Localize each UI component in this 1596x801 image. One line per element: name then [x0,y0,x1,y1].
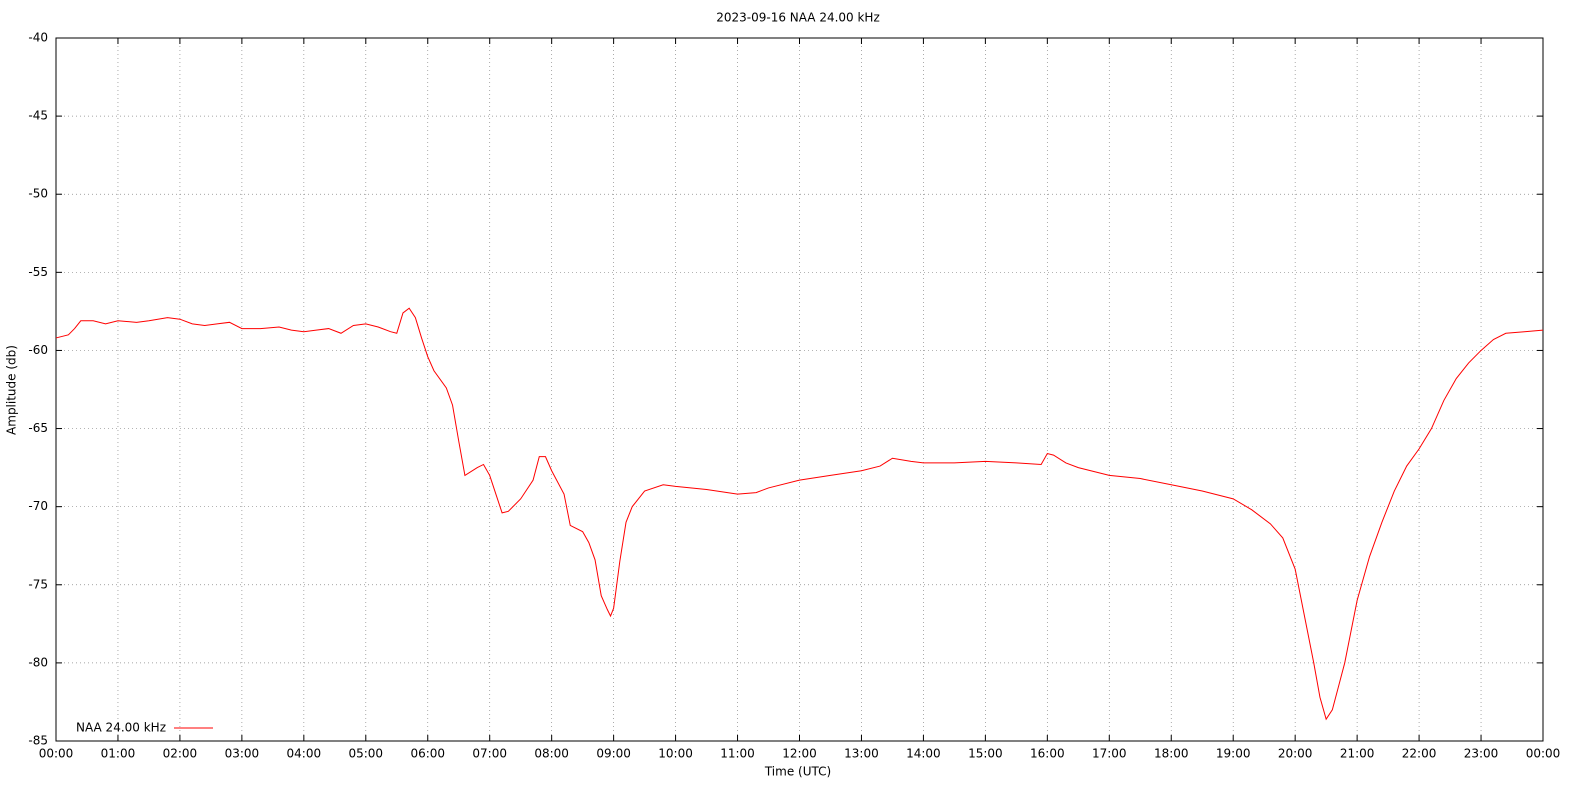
x-tick-label: 14:00 [906,747,941,761]
x-tick-label: 02:00 [163,747,198,761]
y-tick-label: -40 [28,31,48,45]
x-tick-label: 23:00 [1464,747,1499,761]
x-axis-label: Time (UTC) [764,765,831,779]
y-tick-label: -45 [28,109,48,123]
x-tick-label: 09:00 [596,747,631,761]
x-tick-label: 13:00 [844,747,879,761]
x-tick-label: 05:00 [348,747,383,761]
y-tick-label: -70 [28,499,48,513]
y-tick-label: -60 [28,343,48,357]
x-tick-label: 12:00 [782,747,817,761]
x-tick-label: 03:00 [225,747,260,761]
y-tick-label: -55 [28,265,48,279]
y-tick-label: -85 [28,734,48,748]
x-tick-label: 17:00 [1092,747,1127,761]
data-line [55,307,1544,721]
x-tick-label: 20:00 [1278,747,1313,761]
x-tick-label: 04:00 [287,747,322,761]
legend-label: NAA 24.00 kHz [76,721,166,735]
y-tick-label: -80 [28,655,48,669]
plot-frame [55,37,1544,742]
x-tick-label: 00:00 [1526,747,1561,761]
y-tick-label: -50 [28,187,48,201]
x-tick-label: 19:00 [1216,747,1251,761]
y-tick-label: -65 [28,421,48,435]
chart-title: 2023-09-16 NAA 24.00 kHz [716,11,880,25]
x-tick-label: 00:00 [39,747,74,761]
y-tick-label: -75 [28,577,48,591]
x-tick-label: 06:00 [410,747,445,761]
x-tick-label: 21:00 [1340,747,1375,761]
y-axis-label: Amplitude (db) [5,345,19,435]
x-tick-label: 11:00 [720,747,755,761]
x-tick-label: 07:00 [472,747,507,761]
x-tick-label: 01:00 [101,747,136,761]
x-tick-label: 10:00 [658,747,693,761]
x-tick-label: 08:00 [534,747,569,761]
x-tick-label: 16:00 [1030,747,1065,761]
x-tick-label: 18:00 [1154,747,1189,761]
x-tick-label: 22:00 [1402,747,1437,761]
x-tick-label: 15:00 [968,747,1003,761]
